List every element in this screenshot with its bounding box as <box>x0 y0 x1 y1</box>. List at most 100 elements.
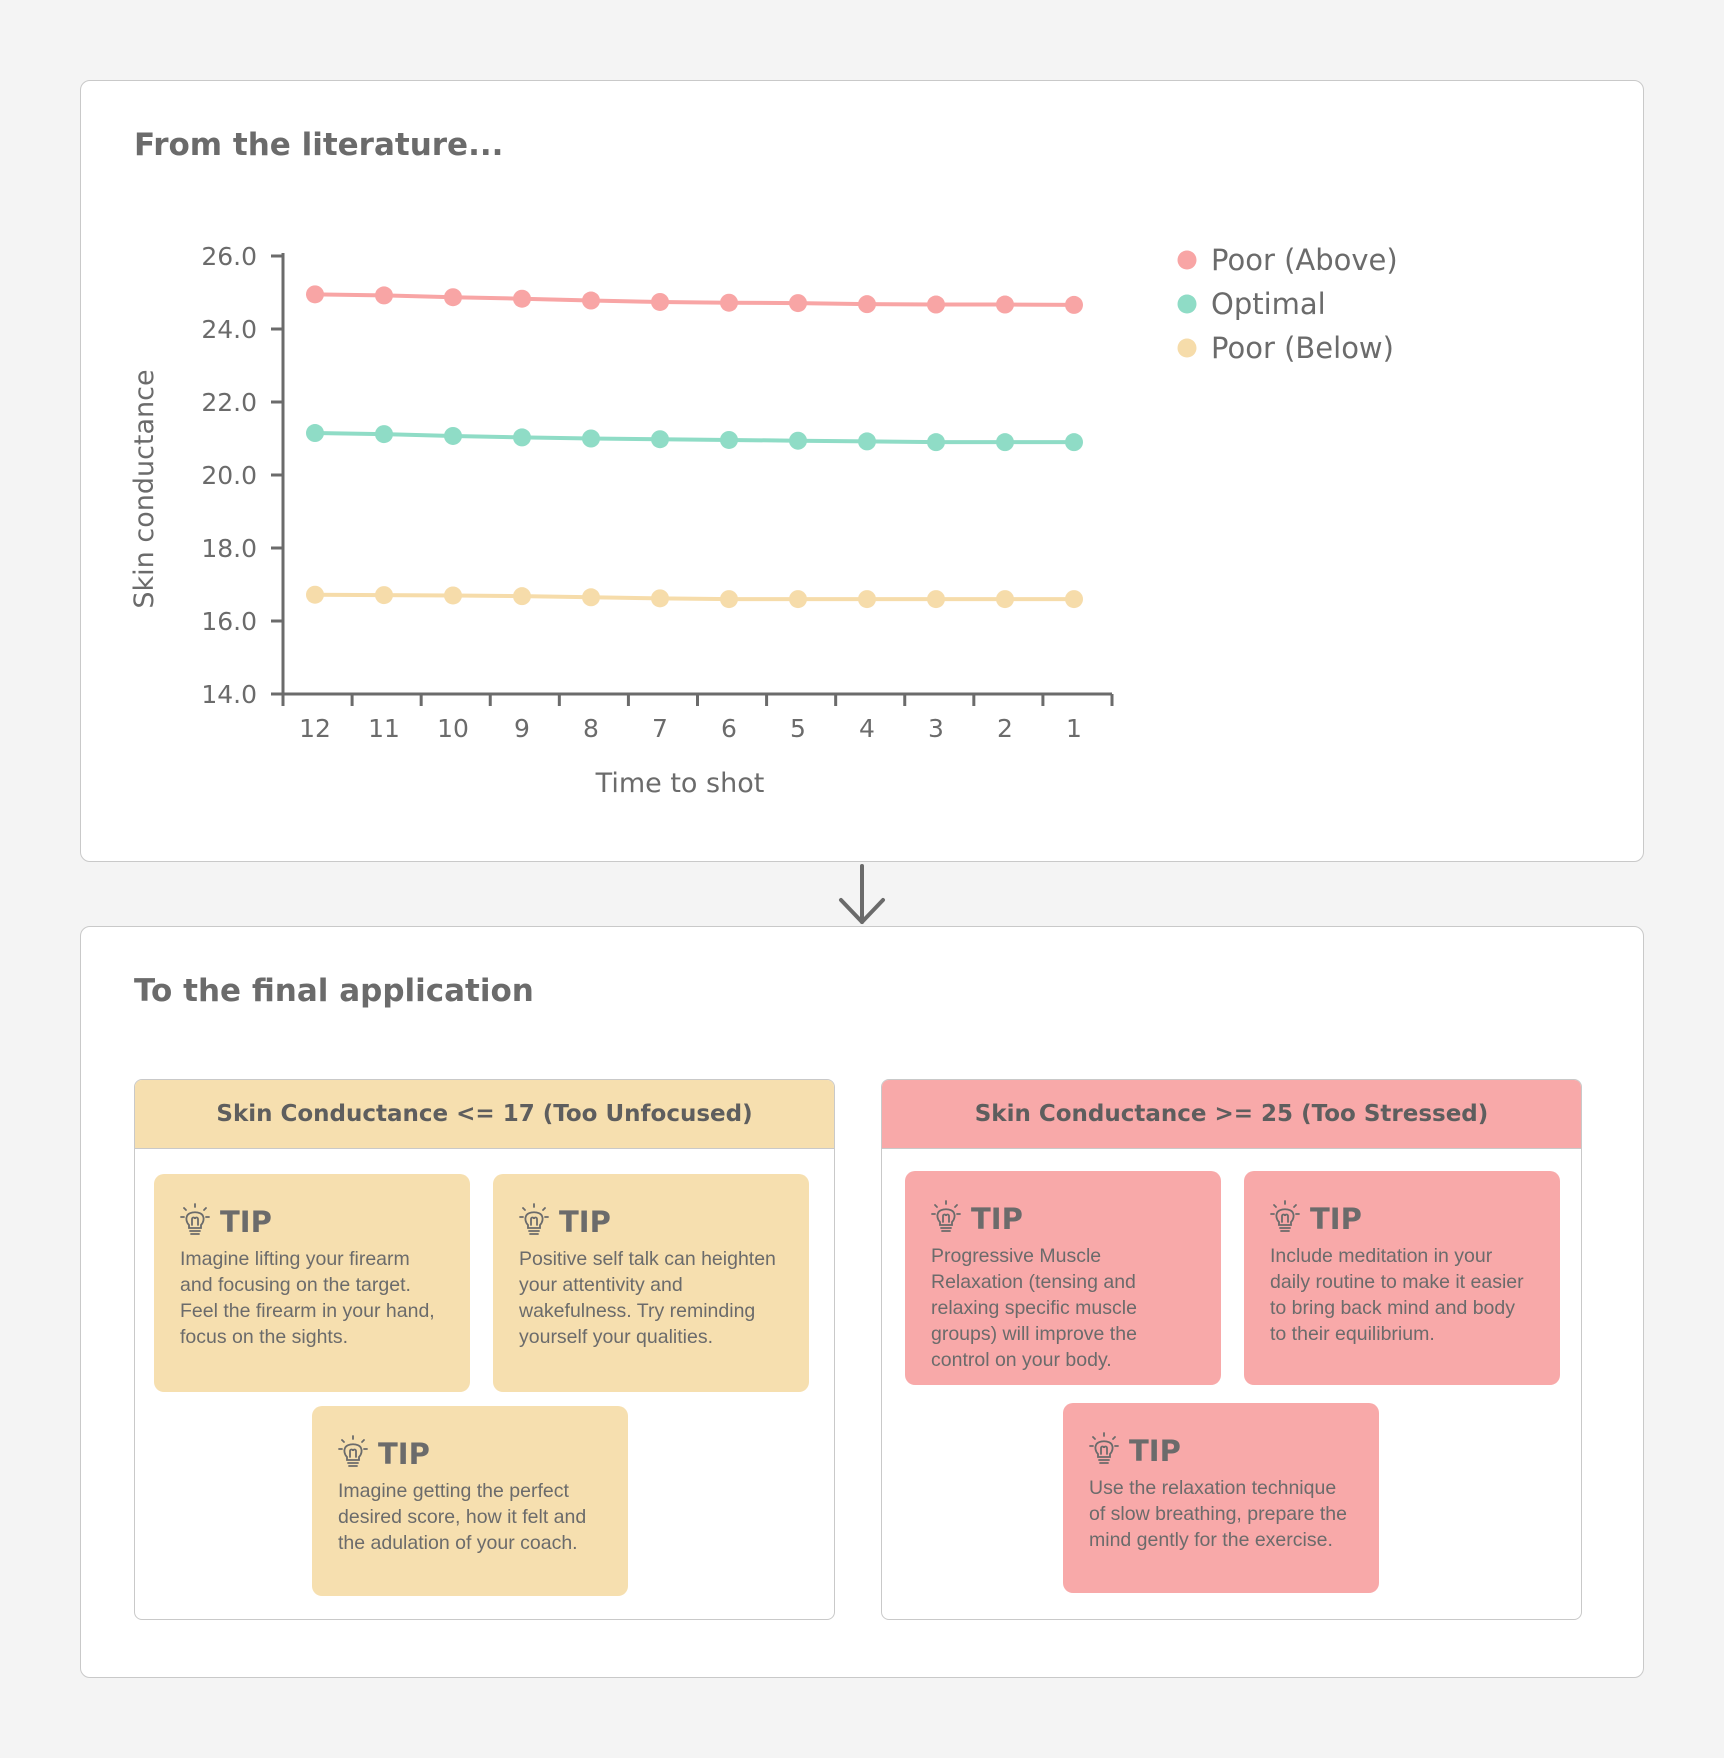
stressed-group-header: Skin Conductance >= 25 (Too Stressed) <box>882 1080 1581 1149</box>
data-point <box>444 288 462 307</box>
lightbulb-icon <box>931 1200 971 1238</box>
x-tick-label: 2 <box>997 714 1013 743</box>
data-point <box>444 586 462 605</box>
data-point <box>858 590 876 609</box>
data-point <box>306 585 324 604</box>
literature-title: From the literature... <box>134 127 504 163</box>
data-point <box>720 430 738 449</box>
literature-panel: From the literature... 26.0 24.0 22.0 20.0 1… <box>80 80 1644 862</box>
data-point <box>513 289 531 308</box>
data-point <box>789 590 807 609</box>
tip-title: TIP <box>220 1205 272 1239</box>
data-point <box>996 433 1014 452</box>
tip-card: TIP Progressive Muscle Relaxation (tensi… <box>905 1171 1221 1385</box>
tip-card: TIP Include meditation in your daily rou… <box>1244 1171 1560 1385</box>
legend-marker <box>1177 338 1197 358</box>
y-tick-label: 14.0 <box>201 680 257 709</box>
data-point <box>1065 295 1083 314</box>
series-line <box>314 592 1074 602</box>
data-point <box>858 295 876 314</box>
lightbulb-icon <box>519 1203 559 1241</box>
x-tick-label: 12 <box>299 714 331 743</box>
data-point <box>651 430 669 449</box>
lightbulb-icon <box>1089 1432 1129 1470</box>
tip-text: Positive self talk can heighten your att… <box>519 1248 776 1348</box>
tip-card: TIP Imagine lifting your firearm and foc… <box>154 1174 470 1392</box>
legend-label: Optimal <box>1211 287 1326 321</box>
data-point <box>927 433 945 452</box>
data-point <box>651 292 669 311</box>
tip-title: TIP <box>378 1437 430 1471</box>
y-tick-label: 20.0 <box>201 461 257 490</box>
legend-label: Poor (Above) <box>1211 243 1398 277</box>
application-panel: To the final application Skin Conductanc… <box>80 926 1644 1678</box>
unfocused-group-header: Skin Conductance <= 17 (Too Unfocused) <box>135 1080 834 1149</box>
tip-text: Progressive Muscle Relaxation (tensing a… <box>931 1245 1137 1371</box>
legend-marker <box>1177 250 1197 270</box>
data-point <box>1065 433 1083 452</box>
tip-text: Imagine getting the perfect desired scor… <box>338 1480 587 1554</box>
data-point <box>996 295 1014 314</box>
data-point <box>720 293 738 312</box>
data-point <box>582 588 600 607</box>
lightbulb-icon <box>180 1203 220 1241</box>
y-tick-label: 16.0 <box>201 607 257 636</box>
data-point <box>306 424 324 443</box>
data-point <box>375 425 393 444</box>
series-line <box>314 431 1074 445</box>
data-point <box>927 590 945 609</box>
x-tick-label: 10 <box>437 714 469 743</box>
x-tick-label: 11 <box>368 714 400 743</box>
tip-card: TIP Imagine getting the perfect desired … <box>312 1406 628 1596</box>
tip-title: TIP <box>559 1205 611 1239</box>
series-line <box>314 292 1075 307</box>
lightbulb-icon <box>338 1435 378 1473</box>
legend-marker <box>1177 294 1197 314</box>
x-tick-label: 1 <box>1066 714 1082 743</box>
y-tick-label: 22.0 <box>201 388 257 417</box>
data-point <box>1065 590 1083 609</box>
data-point <box>444 426 462 445</box>
data-point <box>927 295 945 314</box>
tip-text: Include meditation in your daily routine… <box>1270 1245 1524 1345</box>
arrow-down-icon <box>839 864 885 924</box>
y-tick-label: 18.0 <box>201 534 257 563</box>
tip-title: TIP <box>1310 1202 1362 1236</box>
application-title: To the final application <box>134 973 534 1009</box>
x-tick-label: 8 <box>583 714 599 743</box>
data-point <box>996 590 1014 609</box>
x-tick-label: 4 <box>859 714 875 743</box>
lightbulb-icon <box>1270 1200 1310 1238</box>
data-point <box>858 432 876 451</box>
x-axis-label: Time to shot <box>595 768 765 799</box>
tip-card: TIP Positive self talk can heighten your… <box>493 1174 809 1392</box>
data-point <box>720 590 738 609</box>
data-point <box>789 294 807 313</box>
data-point <box>582 291 600 310</box>
data-point <box>513 428 531 447</box>
x-tick-label: 6 <box>721 714 737 743</box>
data-point <box>306 285 324 304</box>
data-point <box>375 286 393 305</box>
y-tick-label: 26.0 <box>201 242 257 271</box>
x-tick-label: 7 <box>652 714 668 743</box>
skin-conductance-chart: 26.024.022.020.018.016.014.012 11 10 9 8 7 6 5 4… <box>129 242 1398 799</box>
stressed-group: Skin Conductance >= 25 (Too Stressed) TI… <box>881 1079 1582 1620</box>
data-point <box>582 429 600 448</box>
tip-title: TIP <box>1129 1434 1181 1468</box>
data-point <box>375 586 393 605</box>
data-point <box>651 589 669 608</box>
unfocused-group: Skin Conductance <= 17 (Too Unfocused) T… <box>134 1079 835 1620</box>
y-tick-label: 24.0 <box>201 315 257 344</box>
y-axis-label: Skin conductance <box>129 369 160 608</box>
legend-label: Poor (Below) <box>1211 331 1394 365</box>
tip-text: Imagine lifting your firearm and focusin… <box>180 1248 435 1348</box>
tip-card: TIP Use the relaxation technique of slow… <box>1063 1403 1379 1593</box>
x-tick-label: 5 <box>790 714 806 743</box>
data-point <box>789 431 807 450</box>
x-tick-label: 3 <box>928 714 944 743</box>
x-tick-label: 9 <box>514 714 530 743</box>
tip-title: TIP <box>971 1202 1023 1236</box>
tip-text: Use the relaxation technique of slow bre… <box>1089 1477 1347 1551</box>
data-point <box>513 587 531 606</box>
